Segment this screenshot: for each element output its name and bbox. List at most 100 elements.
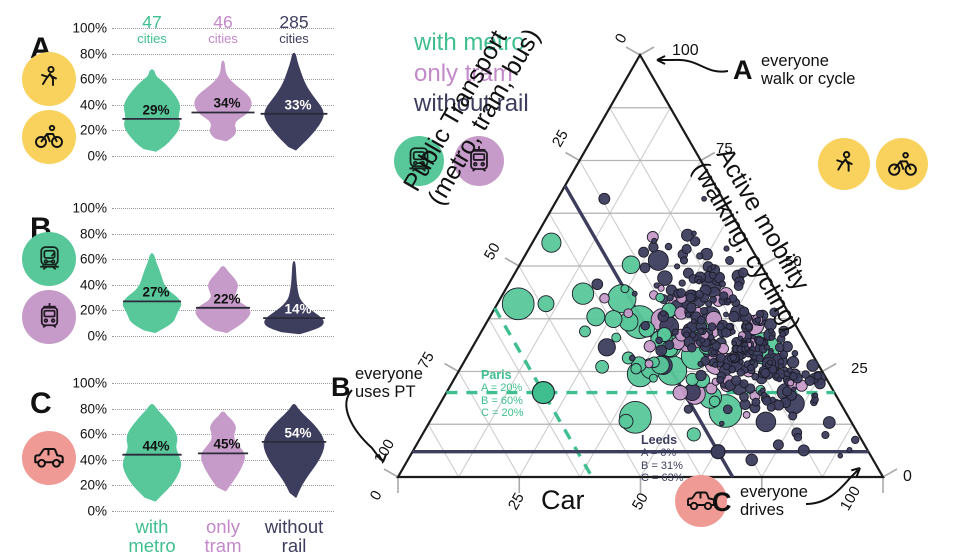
scatter-point (804, 375, 815, 387)
violin-median-label: 22% (213, 291, 241, 307)
x-category-line1: with (135, 516, 169, 537)
violin-y-tick: 20% (79, 302, 107, 318)
violin-y-tick: 40% (79, 97, 107, 113)
scatter-point (793, 432, 803, 442)
scatter-point (788, 411, 798, 421)
scatter-point (779, 350, 789, 359)
scatter-point (648, 242, 659, 253)
scatter-point (685, 292, 696, 303)
violin-y-tick: 40% (79, 277, 107, 293)
scatter-point (766, 402, 776, 412)
leeds-marker (710, 444, 726, 460)
violin-y-tick: 0% (87, 503, 107, 519)
scatter-point (782, 366, 788, 373)
violin-gridline (112, 208, 334, 209)
ternary-scatter-points (501, 192, 860, 467)
violin-gridline (112, 156, 334, 157)
corner-callout-a-text: everyone walk or cycle (761, 52, 855, 89)
city-annotation-line: A = 6% (641, 447, 677, 460)
violin-panel-a: A 100% 80% 60% 40% 20% 0% 29% 34% 33% 47 cities 46 ci… (0, 10, 340, 192)
scatter-point (686, 427, 701, 442)
scatter-point (676, 288, 686, 298)
scatter-point (623, 308, 634, 319)
walk-icon (22, 52, 76, 106)
car-icon (22, 431, 76, 485)
scatter-point (628, 354, 636, 362)
scatter-point (647, 249, 669, 271)
ternary-plot (330, 0, 960, 545)
scatter-point (679, 256, 689, 265)
scatter-point (718, 280, 726, 288)
cities-count-label: 47 cities (137, 12, 167, 44)
violin-plot-area-b: 100% 80% 60% 40% 20% 0% 27% 22% 14% (72, 201, 334, 344)
scatter-point (611, 332, 622, 343)
scatter-point (769, 396, 776, 403)
scatter-point (772, 439, 784, 451)
scatter-point (737, 335, 744, 342)
violin-gridline (112, 233, 334, 235)
scatter-point (728, 310, 740, 323)
scatter-point (812, 392, 819, 398)
scatter-point (697, 360, 704, 367)
violin-gridline (112, 383, 334, 384)
cities-count-value: 285 (279, 12, 309, 32)
scatter-point (760, 368, 771, 378)
bicycle-icon (22, 110, 76, 164)
violin-shape (194, 60, 252, 142)
violin-median-label: 14% (284, 301, 312, 317)
violin-y-tick: 80% (79, 401, 107, 417)
scatter-point (541, 232, 562, 253)
violin-median-label: 33% (284, 97, 312, 113)
scatter-point (716, 375, 725, 384)
scatter-point (671, 328, 679, 336)
walk-icon (818, 138, 870, 190)
scatter-point (716, 322, 725, 331)
scatter-point (655, 344, 668, 357)
violin-panel-b: B 100% 80% 60% 40% 20% 0% 27% 22% 14% (0, 190, 340, 372)
scatter-point (618, 413, 634, 429)
violin-shape (201, 411, 245, 492)
scatter-point (655, 292, 665, 303)
scatter-point (786, 367, 793, 374)
cities-count-value: 47 (142, 12, 162, 32)
city-annotation-title: Paris (481, 368, 512, 382)
violin-plot-area-a: 100% 80% 60% 40% 20% 0% 29% 34% 33% 47 cities 46 cit… (72, 13, 334, 164)
ternary-axis-title-car: Car (541, 485, 585, 515)
city-annotation-title: Leeds (641, 433, 678, 447)
violin-gridline (112, 408, 334, 410)
violin-y-tick: 40% (79, 452, 107, 468)
violin-median-label: 34% (213, 95, 241, 111)
city-annotation-1: Leeds A = 6% B = 31% C = 63% (641, 433, 684, 485)
scatter-point (777, 363, 784, 370)
scatter-point (653, 282, 660, 289)
cities-count-value: 46 (213, 12, 233, 32)
corner-c-tick-0: 0 (903, 468, 912, 485)
scatter-point (723, 311, 729, 318)
scatter-point (672, 385, 688, 401)
scatter-point (851, 435, 860, 445)
scatter-point (689, 331, 697, 339)
scatter-point (696, 315, 706, 325)
corner-callout-c-letter: C (712, 487, 732, 517)
tick-right-25: 25 (851, 360, 868, 377)
scatter-point (801, 370, 810, 379)
violin-median-label: 27% (142, 284, 170, 300)
scatter-point (846, 446, 853, 453)
scatter-point (751, 372, 760, 381)
scatter-point (684, 311, 692, 318)
scatter-point (683, 404, 693, 414)
violin-gridline (112, 53, 334, 55)
scatter-point (742, 411, 751, 419)
scatter-point (837, 452, 844, 459)
scatter-point (748, 349, 755, 356)
violin-y-tick: 80% (79, 226, 107, 242)
scatter-point (719, 420, 725, 427)
scatter-point (731, 340, 737, 346)
violin-shape (264, 261, 324, 335)
scatter-point (639, 262, 651, 274)
corner-callout-a-line1: everyone (761, 52, 829, 70)
ternary-tick-marks (383, 46, 898, 493)
scatter-point (705, 300, 713, 308)
cities-count-label: 46 cities (208, 12, 238, 44)
scatter-point (751, 354, 758, 361)
